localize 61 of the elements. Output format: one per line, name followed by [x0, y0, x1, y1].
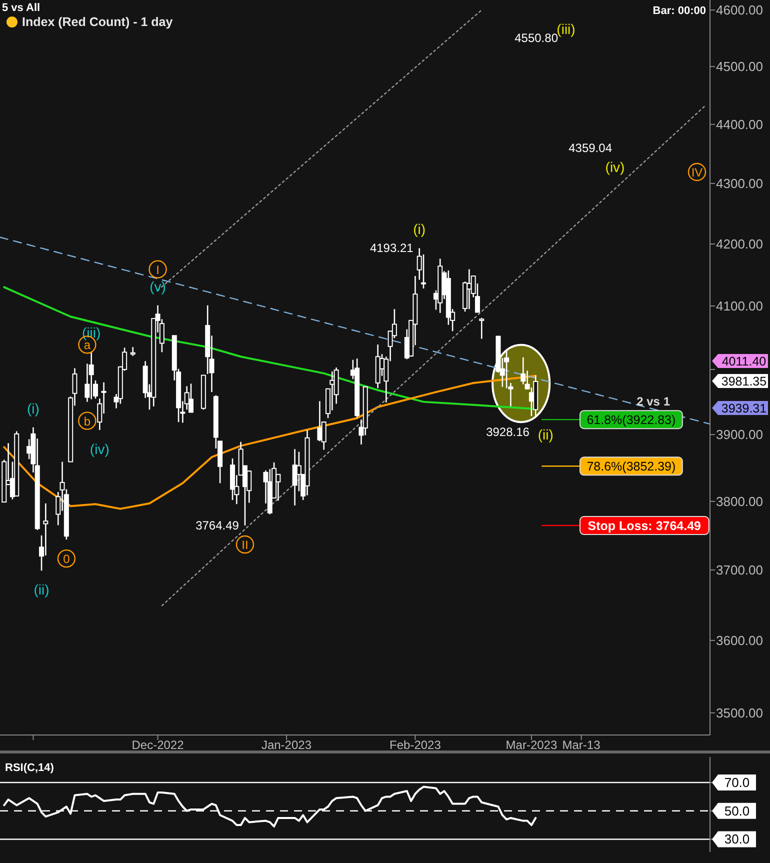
- annotation: 4550.80: [514, 31, 558, 45]
- y-tick-label: 4200.00: [716, 236, 763, 252]
- y-tick-label: 50.0: [724, 803, 750, 818]
- candlestick: [43, 502, 48, 556]
- y-tick-label: 70.0: [724, 775, 750, 790]
- annotation: Bar: 00:00: [652, 5, 706, 17]
- annotation: II: [242, 538, 248, 552]
- y-tick-label: 30.0: [724, 832, 750, 847]
- annotation: IV: [691, 166, 703, 180]
- y-tick-label: 3600.00: [716, 632, 763, 648]
- text: 3939.31: [721, 402, 767, 416]
- x-tick-label: Mar-13: [562, 738, 601, 752]
- y-tick-label: 3500.00: [716, 705, 763, 720]
- candlestick: [130, 346, 136, 357]
- annotation: 5 vs All: [2, 2, 40, 14]
- annotation: (i): [413, 221, 426, 238]
- candlestick: [479, 317, 484, 340]
- text: Index (Red Count) - 1 day: [22, 15, 173, 29]
- annotation: 4193.21: [370, 241, 414, 256]
- annotation: (iii): [556, 21, 576, 37]
- text: 4011.40: [722, 354, 766, 368]
- y-tick-label: 3800.00: [716, 494, 763, 509]
- annotation: (ii): [34, 582, 50, 598]
- annotation: (ii): [538, 426, 554, 443]
- annotation: 3928.16: [486, 425, 530, 440]
- candlestick: [466, 268, 472, 310]
- annotation: 4359.04: [568, 141, 612, 155]
- candlestick: [88, 350, 94, 400]
- y-tick-label: 3700.00: [716, 562, 763, 578]
- annotation: 0: [63, 552, 70, 566]
- text: RSI(C,14): [5, 762, 54, 774]
- candlestick: [188, 382, 194, 413]
- ref-line-label: Stop Loss: 3764.49: [588, 519, 702, 534]
- text: 3981.35: [721, 374, 767, 388]
- candlestick: [504, 350, 510, 389]
- annotation: 2 vs 1: [636, 394, 670, 409]
- x-tick-label: Dec-2022: [132, 738, 184, 752]
- annotation: (iv): [90, 440, 110, 457]
- annotation: (iii): [82, 324, 101, 341]
- x-tick-label: Jan-2023: [261, 738, 312, 752]
- ref-line-label: 61.8%(3922.83): [586, 413, 676, 428]
- ref-line-label: 78.6%(3852.39): [586, 460, 676, 474]
- y-tick-label: 4500.00: [716, 59, 763, 74]
- annotation: (v): [150, 278, 166, 294]
- x-tick-label: Mar-2023: [506, 738, 558, 752]
- y-tick-label: 4400.00: [716, 116, 763, 132]
- y-tick-label: 4100.00: [716, 298, 763, 314]
- line-series: [3, 374, 537, 510]
- annotation: I: [156, 262, 160, 277]
- candlestick: [292, 448, 298, 506]
- annotation: (i): [27, 400, 40, 416]
- y-tick-label: 4600.00: [716, 2, 763, 18]
- candlestick: [330, 370, 335, 411]
- candlestick: [317, 400, 322, 442]
- annotation: (iv): [605, 159, 625, 175]
- y-tick-label: 3900.00: [716, 427, 763, 442]
- y-tick-label: 4300.00: [716, 176, 763, 191]
- candlestick: [421, 254, 426, 290]
- annotation: b: [84, 414, 91, 428]
- annotation: 3764.49: [196, 518, 240, 533]
- x-tick-label: Feb-2023: [390, 738, 442, 752]
